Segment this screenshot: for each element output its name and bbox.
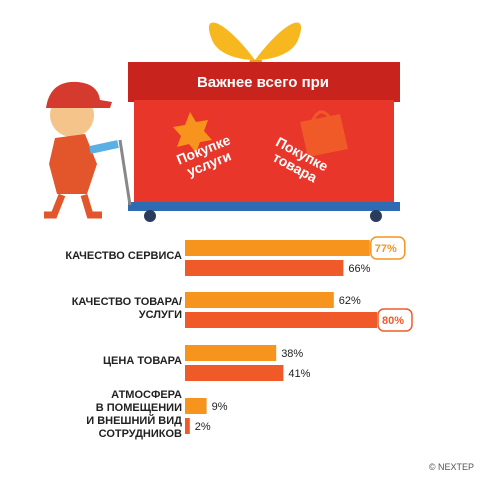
value-label: 66% [348,263,370,275]
bar [185,260,344,276]
value-label: 77% [375,243,397,255]
credit: © NEXTEP [428,462,474,472]
value-label: 2% [195,421,211,433]
label-badge [370,236,406,260]
category-label: АТМОСФЕРА В ПОМЕЩЕНИИ И ВНЕШНИЙ ВИД СОТР… [86,388,182,440]
value-label: 80% [382,315,404,327]
value-label: 38% [281,348,303,360]
bar [185,312,377,328]
title: Важнее всего при [196,74,330,91]
value-label: 9% [212,401,228,413]
bar [185,240,370,256]
label-badge [377,308,413,332]
bar [185,418,190,434]
bar [185,365,284,381]
bar [185,292,334,308]
category-label: КАЧЕСТВО ТОВАРА/ УСЛУГИ [71,295,182,321]
bar [185,398,207,414]
value-label: 62% [339,295,361,307]
illustration [44,22,400,222]
category-label: ЦЕНА ТОВАРА [103,355,182,367]
value-label: 41% [288,368,310,380]
bar [185,345,277,361]
category-label: КАЧЕСТВО СЕРВИСА [65,250,182,262]
